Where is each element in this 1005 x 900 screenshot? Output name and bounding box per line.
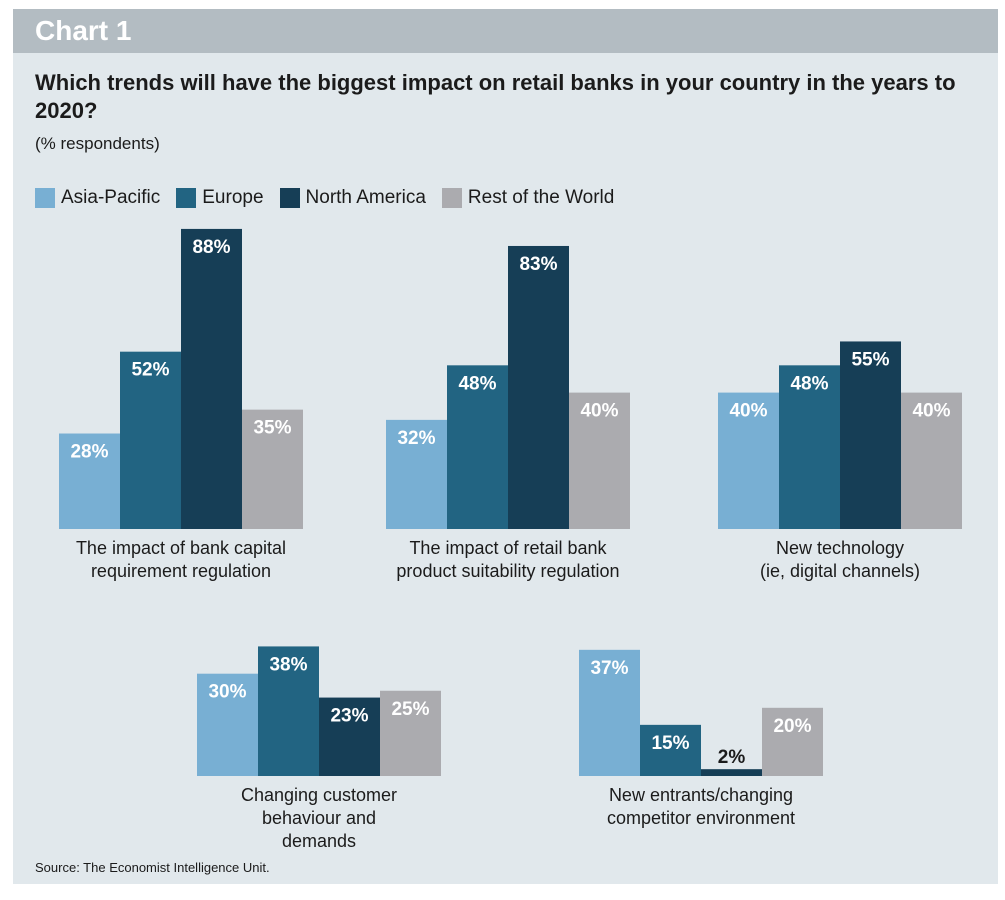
- chart-subtitle: (% respondents): [35, 134, 160, 153]
- legend-swatch: [176, 188, 197, 208]
- bar-value-label: 28%: [70, 442, 108, 463]
- bar: [718, 392, 779, 529]
- category-label: requirement regulation: [91, 561, 271, 581]
- legend-label: Europe: [202, 187, 264, 208]
- category-label: product suitability regulation: [396, 561, 619, 581]
- legend-label: Asia-Pacific: [61, 187, 161, 208]
- source-note: Source: The Economist Intelligence Unit.: [35, 860, 270, 875]
- bar: [258, 646, 319, 776]
- legend-label: Rest of the World: [467, 187, 615, 208]
- bar: [701, 769, 762, 776]
- bar: [59, 433, 120, 529]
- bar-group: 37% 15% 2% 20% New entrants/changing competit…: [579, 649, 823, 828]
- bar-group: 32% 48% 83% 40% The impact of retail bank pro…: [386, 245, 630, 581]
- bar-value-label: 88%: [192, 237, 230, 258]
- bar-chart-plot: 28% 52% 88% 35% The impact of bank capital re…: [59, 228, 962, 851]
- bar-value-label: 38%: [269, 654, 307, 675]
- bar: [386, 419, 447, 529]
- chart-label: Chart 1: [35, 15, 132, 46]
- bar: [901, 392, 962, 529]
- bar-value-label: 15%: [651, 733, 689, 754]
- bar-value-label: 40%: [580, 401, 618, 422]
- bar: [319, 697, 380, 776]
- legend: Asia-Pacific Europe North America Rest o…: [35, 185, 630, 211]
- bar: [762, 707, 823, 776]
- bar-value-label: 30%: [208, 682, 246, 703]
- legend-item-asia-pacific: Asia-Pacific: [35, 187, 160, 209]
- bar-group: 30% 38% 23% 25% Changing customer behaviour a…: [197, 646, 441, 851]
- legend-label: North America: [305, 187, 426, 208]
- bar: [242, 409, 303, 529]
- category-label: The impact of bank capital: [76, 538, 286, 558]
- bar-value-label: 2%: [718, 747, 746, 768]
- bar-value-label: 48%: [458, 373, 496, 394]
- bar: [840, 341, 901, 529]
- category-label: Changing customer: [241, 785, 397, 805]
- chart-panel: Chart 1 Which trends will have the bigge…: [13, 9, 998, 884]
- bar: [447, 365, 508, 529]
- bar: [579, 649, 640, 776]
- legend-swatch: [35, 188, 55, 208]
- bar: [569, 392, 630, 529]
- bar-value-label: 48%: [790, 373, 828, 394]
- bar: [508, 245, 569, 529]
- bar-value-label: 37%: [590, 658, 628, 679]
- bar: [779, 365, 840, 529]
- bar-value-label: 32%: [397, 428, 435, 449]
- bar-value-label: 20%: [773, 716, 811, 737]
- bar-value-label: 35%: [253, 418, 291, 439]
- bar-value-label: 52%: [131, 360, 169, 381]
- bar: [380, 690, 441, 776]
- bar: [181, 228, 242, 530]
- category-label: behaviour and: [262, 808, 376, 828]
- bar-value-label: 40%: [729, 401, 767, 422]
- legend-item-north-america: North America: [279, 187, 426, 209]
- bar-value-label: 25%: [391, 699, 429, 720]
- category-label: The impact of retail bank: [409, 538, 607, 558]
- chart-title: Which trends will have the biggest impac…: [35, 70, 956, 123]
- bar-group: 40% 48% 55% 40% New technology (ie, digital c…: [718, 341, 962, 581]
- category-label: competitor environment: [607, 808, 795, 828]
- category-label: New entrants/changing: [609, 785, 793, 805]
- bar-value-label: 83%: [519, 254, 557, 275]
- bar-group: 28% 52% 88% 35% The impact of bank capital re…: [59, 228, 303, 581]
- bar-value-label: 23%: [330, 706, 368, 727]
- category-label: New technology: [776, 538, 904, 558]
- bar: [120, 351, 181, 529]
- bar-value-label: 55%: [851, 349, 889, 370]
- legend-item-rest-of-world: Rest of the World: [441, 187, 615, 209]
- bar: [640, 724, 701, 776]
- category-label: demands: [282, 831, 356, 851]
- legend-swatch: [441, 188, 462, 208]
- legend-item-europe: Europe: [176, 187, 264, 209]
- bar-value-label: 40%: [912, 401, 950, 422]
- category-label: (ie, digital channels): [760, 561, 920, 581]
- legend-swatch: [279, 188, 300, 208]
- bar: [197, 673, 258, 776]
- chart-header-band: Chart 1: [13, 9, 998, 53]
